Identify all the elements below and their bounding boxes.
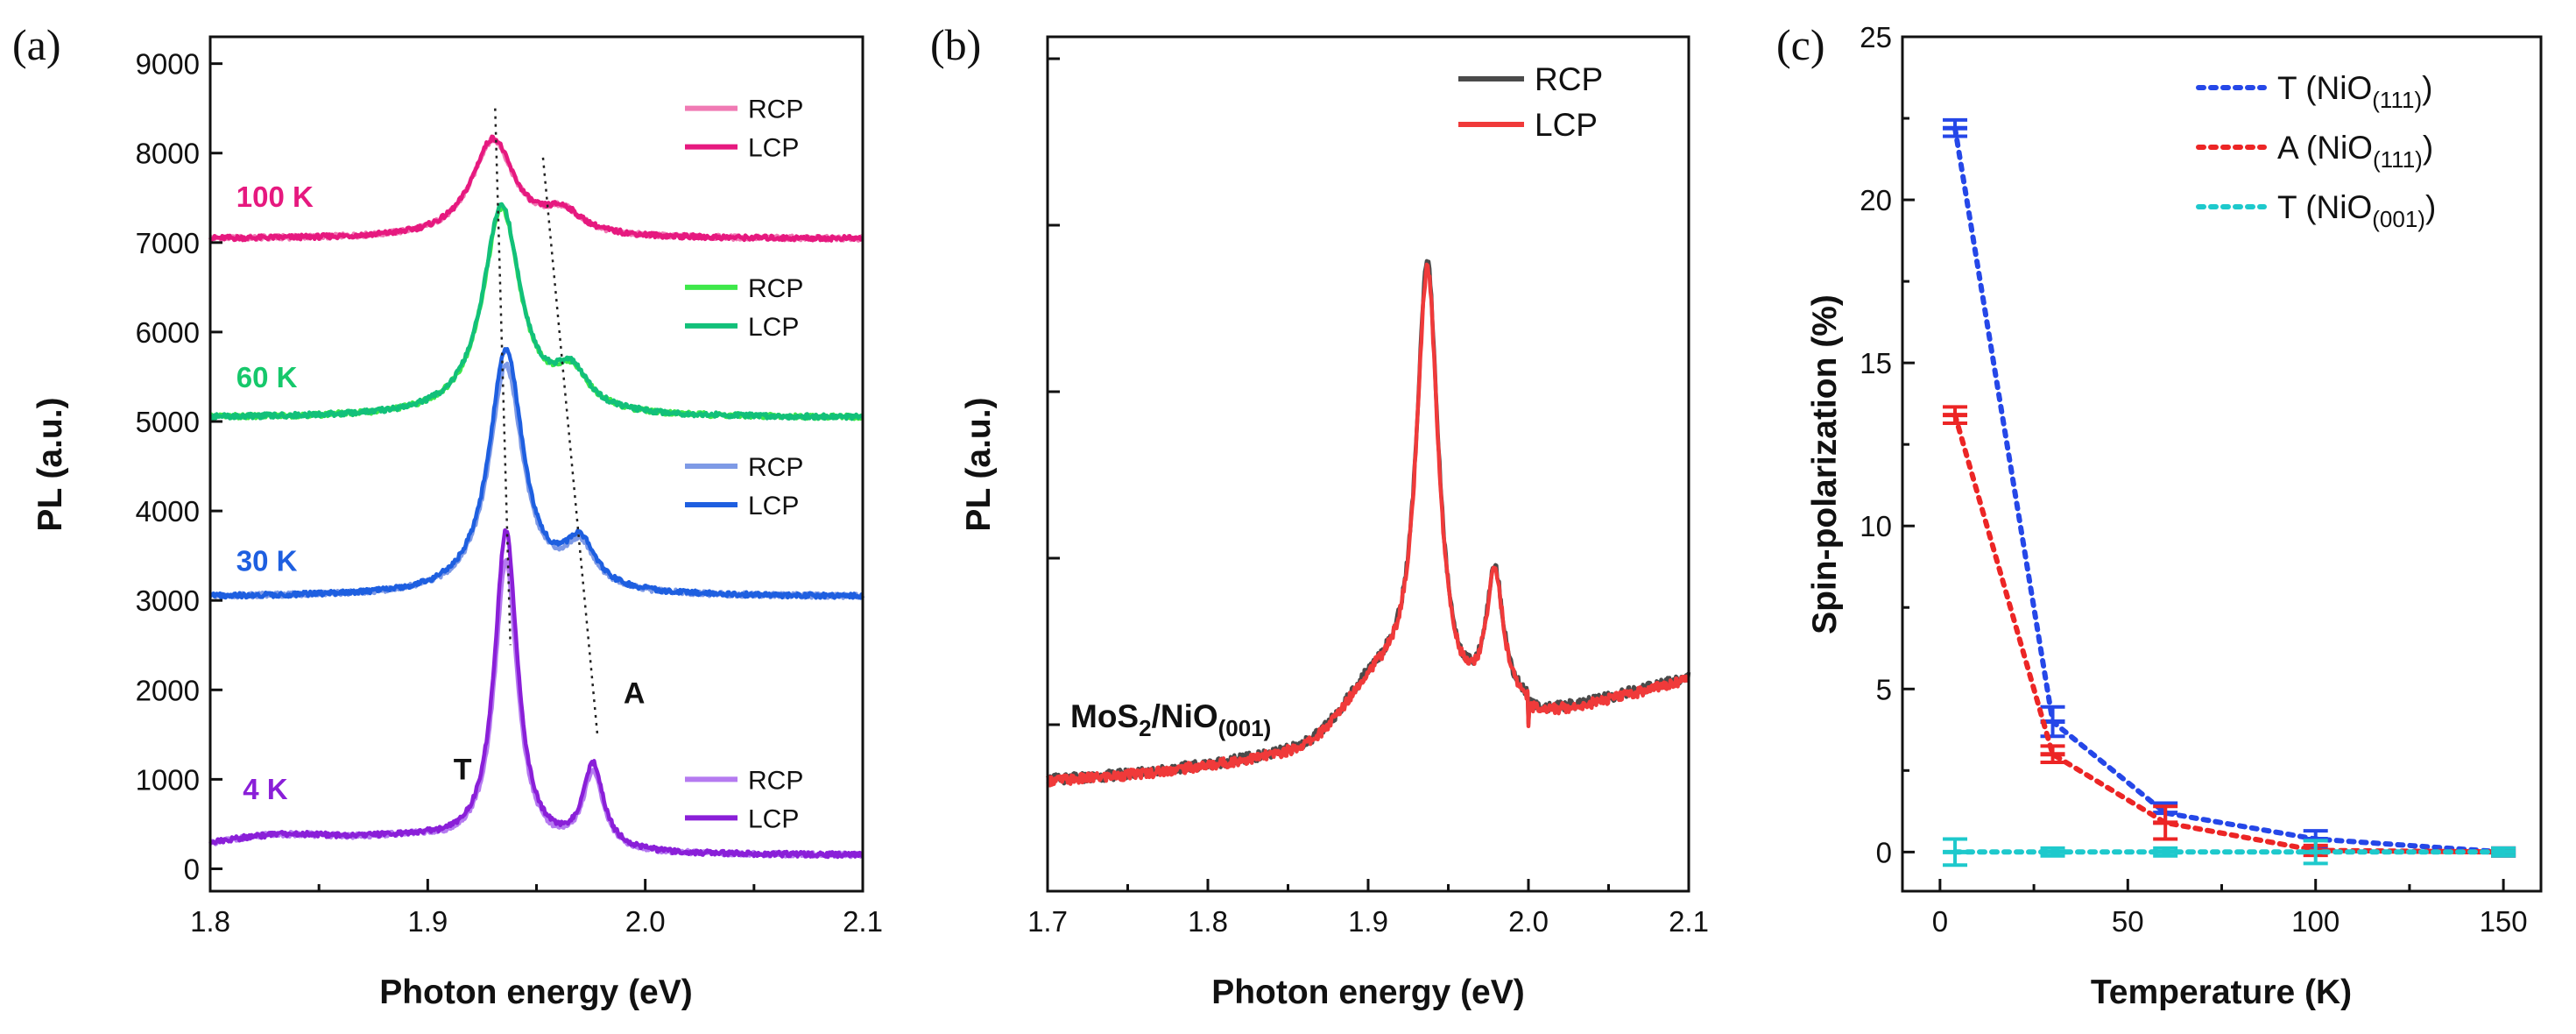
legend-label-rcp: RCP — [1535, 61, 1603, 97]
x-tick-label: 150 — [2480, 905, 2528, 938]
y-tick-label: 0 — [1876, 836, 1892, 868]
legend-label-rcp: RCP — [748, 453, 803, 482]
y-tick-label: 2000 — [136, 674, 200, 706]
y-tick-label: 0 — [184, 853, 200, 885]
legend-label-lcp: LCP — [748, 804, 799, 833]
y-tick-label: 7000 — [136, 227, 200, 259]
x-tick-label: 1.8 — [190, 905, 230, 938]
x-tick-label: 1.9 — [1348, 905, 1388, 938]
legend-label-0: T (NiO(111)) — [2277, 70, 2432, 113]
peak-label-A: A — [624, 677, 646, 711]
x-tick-label: 50 — [2112, 905, 2144, 938]
x-tick-label: 2.0 — [1508, 905, 1549, 938]
legend-label-1: A (NiO(111)) — [2277, 130, 2433, 173]
curve-100K-lcp — [208, 134, 865, 243]
legend-label-rcp: RCP — [748, 274, 803, 303]
curve-30K-lcp — [208, 346, 865, 600]
panel-c-x-axis-title: Temperature (K) — [2091, 974, 2352, 1011]
y-tick-label: 15 — [1860, 347, 1892, 379]
panel-b-legend: RCP LCP — [1458, 61, 1603, 143]
sample-label-main: MoS — [1070, 698, 1139, 734]
panel-b-x-axis-title: Photon energy (eV) — [1211, 974, 1525, 1011]
y-tick-label: 5000 — [136, 406, 200, 438]
sample-label-sub2: (001) — [1218, 715, 1272, 741]
panel-c-legend: T (NiO(111)) A (NiO(111)) T (NiO(001)) — [2196, 70, 2436, 232]
panel-a-ticks: 1.8 1.9 2.0 2.1 0 1000 2000 3000 4000 5000 6000 700… — [136, 48, 883, 938]
y-tick-label: 3000 — [136, 584, 200, 617]
x-tick-label: 1.8 — [1188, 905, 1228, 938]
legend-label-lcp: LCP — [748, 492, 799, 521]
panel-b-letter: (b) — [930, 20, 981, 69]
temperature-label-4K: 4 K — [243, 773, 288, 805]
panel-c-chart: 0 50 100 150 0 5 10 15 20 25 T (NiO(111)) A (NiO(1… — [1806, 21, 2543, 1011]
curve-lcp — [1046, 262, 1690, 788]
temperature-label-60K: 60 K — [236, 361, 298, 393]
y-tick-label: 6000 — [136, 316, 200, 349]
panel-c-series — [1943, 117, 2516, 868]
panel-a-chart: 1.8 1.9 2.0 2.1 0 1000 2000 3000 4000 5000 6000 700… — [32, 35, 883, 1011]
panel-b-axes-frame — [1046, 35, 1690, 893]
panel-b-curves — [1046, 258, 1691, 788]
panel-b-sample-label: MoS2/NiO(001) — [1070, 698, 1271, 741]
panel-c-y-axis-title: Spin-polarization (%) — [1806, 294, 1844, 634]
x-tick-label: 2.1 — [843, 905, 883, 938]
legend-label-2: T (NiO(001)) — [2277, 189, 2436, 232]
guide-line-1 — [541, 157, 599, 735]
x-tick-label: 1.9 — [407, 905, 448, 938]
panel-a-x-axis-title: Photon energy (eV) — [379, 974, 693, 1011]
panel-c-ticks: 0 50 100 150 0 5 10 15 20 25 — [1860, 21, 2527, 938]
series-line-0 — [1952, 125, 2507, 855]
x-tick-label: 2.1 — [1669, 905, 1709, 938]
y-tick-label: 9000 — [136, 48, 200, 81]
y-tick-label: 4000 — [136, 495, 200, 528]
panel-a-letter: (a) — [12, 20, 61, 69]
x-tick-label: 100 — [2291, 905, 2340, 938]
y-tick-label: 8000 — [136, 138, 200, 170]
y-tick-label: 5 — [1876, 673, 1892, 705]
panel-c-axes-frame — [1901, 35, 2543, 893]
peak-label-T: T — [454, 753, 472, 786]
temperature-label-30K: 30 K — [236, 545, 298, 577]
panel-b-chart: 1.7 1.8 1.9 2.0 2.1 RCP LCP MoS2/NiO(001) Pho… — [960, 35, 1709, 1011]
panel-a-guide-lines — [494, 108, 599, 735]
x-tick-label: 2.0 — [625, 905, 666, 938]
temperature-label-100K: 100 K — [236, 181, 314, 213]
panel-b-y-axis-title: PL (a.u.) — [960, 397, 998, 531]
y-tick-label: 25 — [1860, 21, 1892, 53]
panel-a-y-axis-title: PL (a.u.) — [32, 397, 69, 531]
x-tick-label: 1.7 — [1027, 905, 1068, 938]
legend-label-rcp: RCP — [748, 766, 803, 795]
curve-60K-lcp — [208, 202, 865, 421]
sample-label-sub1: 2 — [1139, 715, 1151, 741]
legend-label-rcp: RCP — [748, 96, 803, 124]
legend-label-lcp: LCP — [748, 313, 799, 342]
curve-4K-lcp — [208, 528, 865, 860]
legend-label-lcp: LCP — [1535, 107, 1598, 143]
y-tick-label: 1000 — [136, 763, 200, 796]
sample-label-mid: /NiO — [1152, 698, 1218, 734]
x-tick-label: 0 — [1932, 905, 1948, 938]
y-tick-label: 20 — [1860, 184, 1892, 216]
y-tick-label: 10 — [1860, 510, 1892, 542]
legend-label-lcp: LCP — [748, 134, 799, 163]
panel-b-ticks: 1.7 1.8 1.9 2.0 2.1 — [1027, 57, 1709, 938]
guide-line-0 — [494, 108, 512, 646]
panel-c-letter: (c) — [1776, 20, 1825, 69]
series-line-1 — [1952, 412, 2507, 855]
panel-a-curves — [208, 134, 865, 860]
panel-a-annotations: 100 K RCP LCP 60 K RCP LCP 30 K RCP LCP 4 K RCP LCP… — [236, 96, 804, 834]
